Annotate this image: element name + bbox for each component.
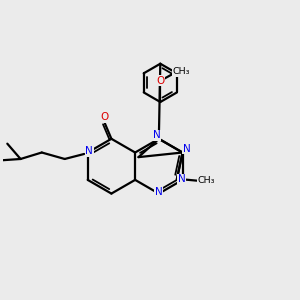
Text: CH₃: CH₃ (173, 68, 190, 76)
Text: N: N (183, 144, 190, 154)
Text: N: N (85, 146, 93, 156)
Text: N: N (155, 187, 163, 197)
Text: O: O (156, 76, 164, 86)
Text: CH₃: CH₃ (197, 176, 215, 185)
Text: O: O (101, 112, 109, 122)
Text: N: N (178, 174, 186, 184)
Text: N: N (153, 130, 160, 140)
